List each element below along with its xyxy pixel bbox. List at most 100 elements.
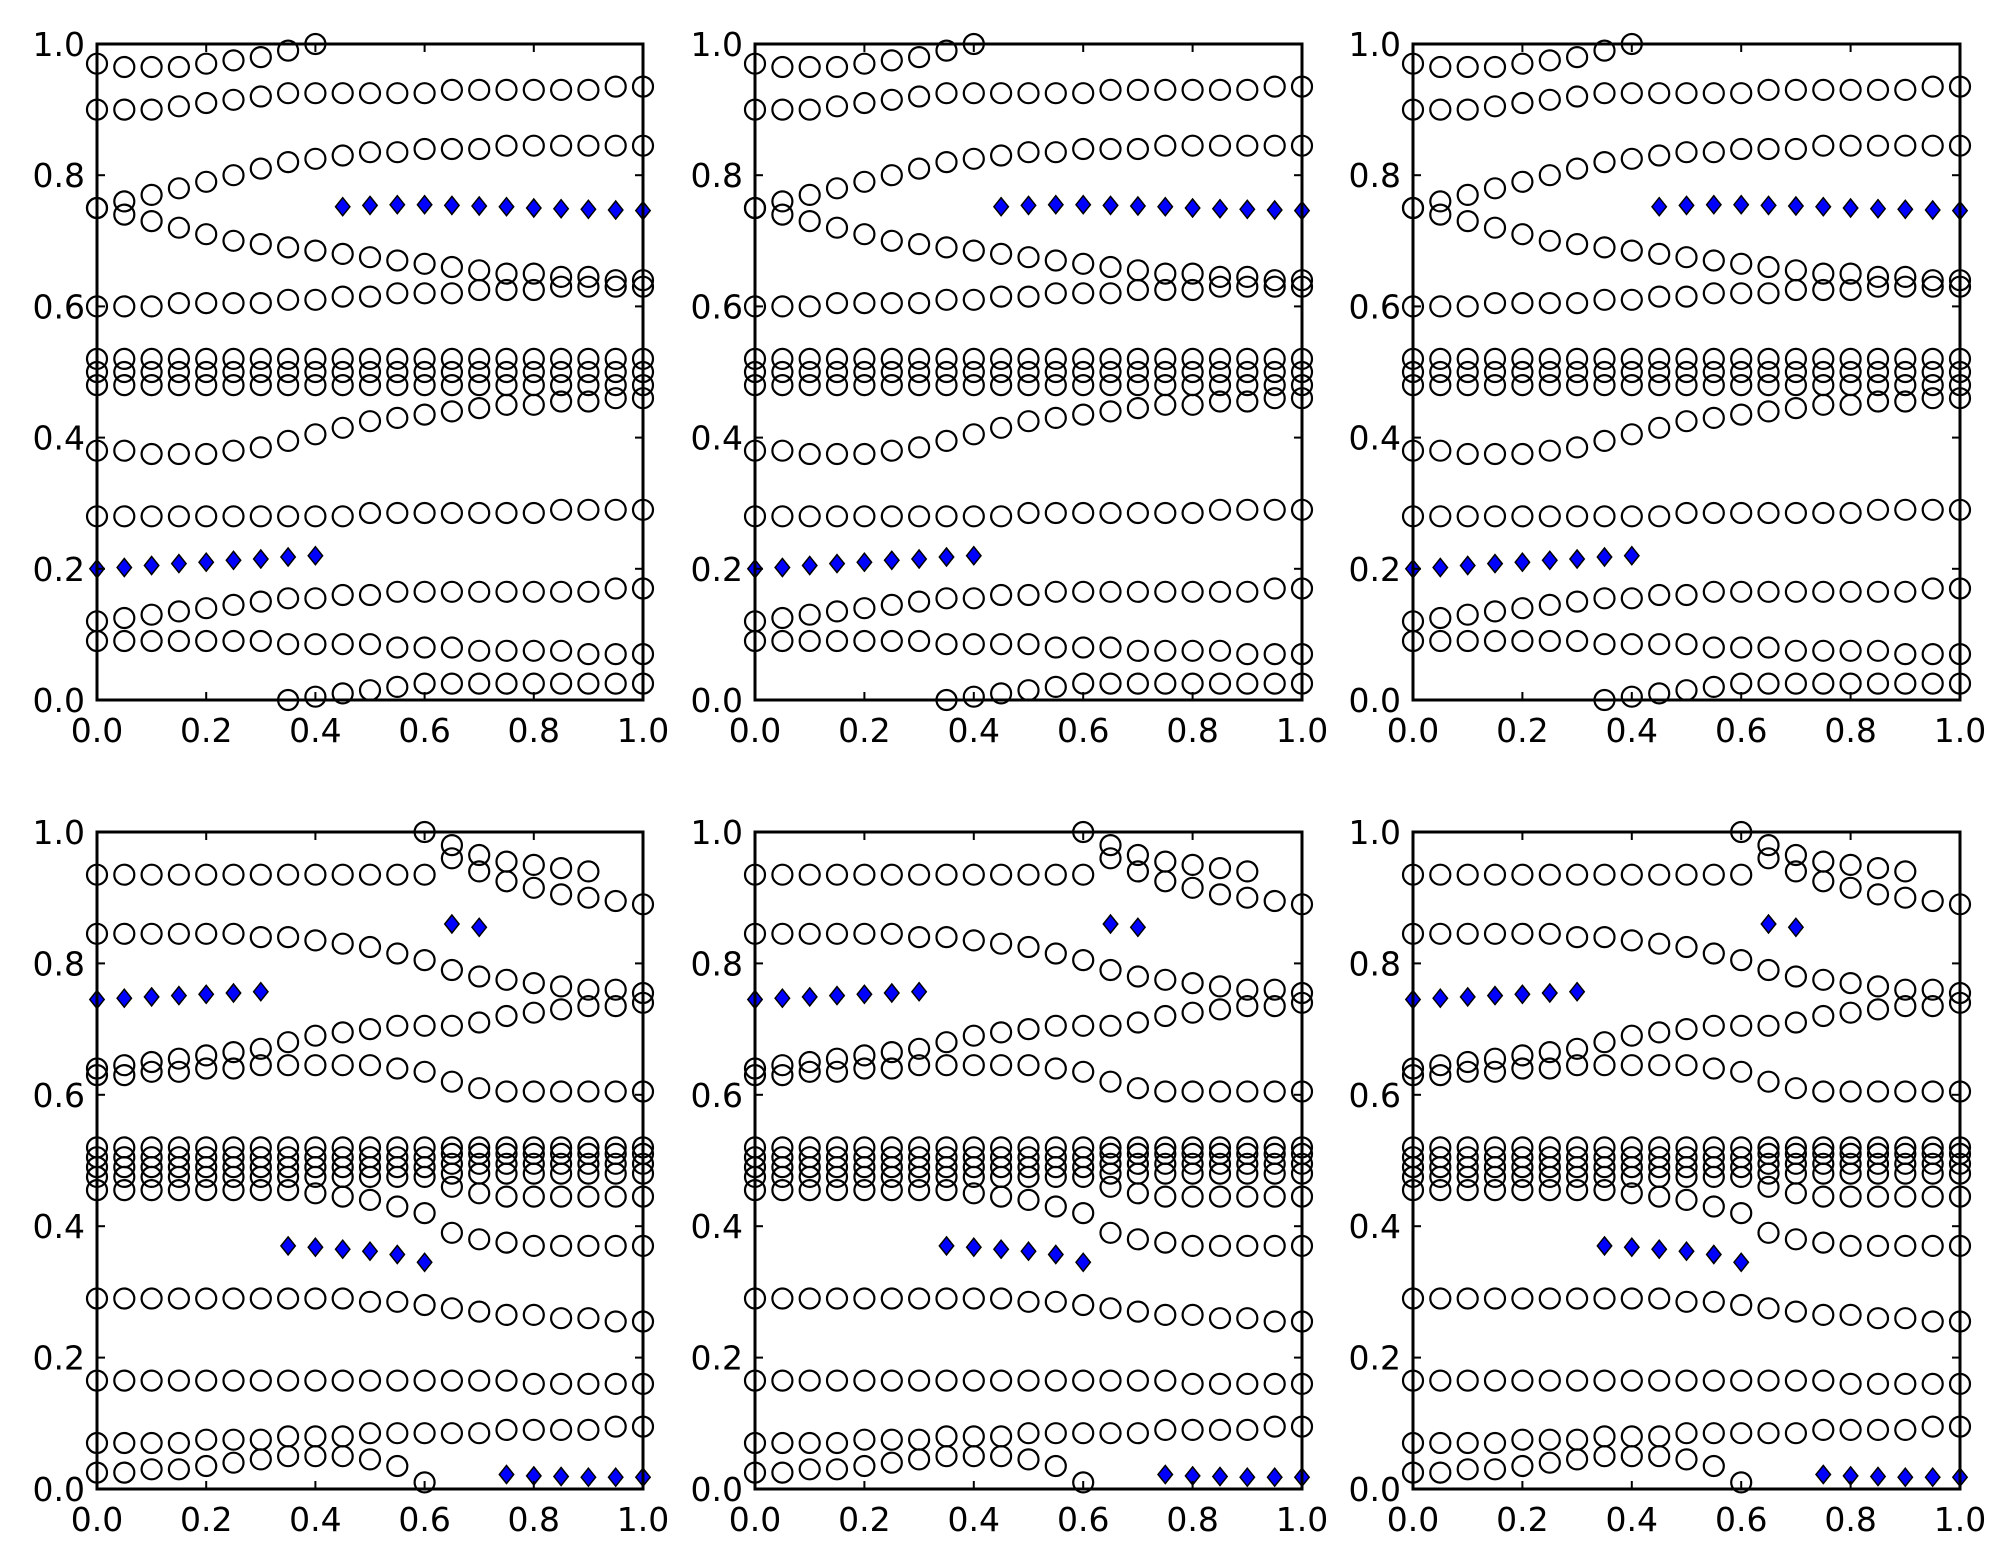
circle-point [962, 685, 985, 708]
circle-point [1894, 1307, 1917, 1330]
circle-point [1236, 390, 1259, 413]
circle-point [195, 1428, 218, 1451]
circle-point [222, 49, 245, 72]
circle-point [577, 1136, 600, 1159]
circle-point [1921, 360, 1944, 384]
diamond-point [1239, 199, 1256, 220]
circle-point [304, 633, 327, 656]
circle-point [1702, 347, 1725, 370]
circle-point [1620, 505, 1643, 528]
circle-point [358, 1155, 382, 1179]
diamond-point [116, 557, 133, 578]
circle-point [798, 505, 821, 528]
circle-point [331, 932, 354, 955]
y-tick-label: 0.4 [1349, 419, 1401, 458]
circle-point [853, 91, 876, 115]
circle-point [798, 1050, 821, 1074]
circle-point [522, 853, 545, 877]
diamond-point [856, 551, 873, 573]
circle-point [1044, 249, 1067, 272]
circle-point [440, 1369, 463, 1392]
circle-point [1236, 347, 1259, 370]
circle-point [522, 1162, 545, 1185]
circle-point [1126, 1011, 1150, 1034]
circle-point [907, 292, 931, 315]
circle-point [1839, 501, 1862, 525]
circle-point [358, 1422, 382, 1445]
circle-point [1072, 137, 1095, 161]
circle-point [1483, 374, 1507, 397]
circle-point [1812, 134, 1835, 157]
circle-point [989, 1445, 1013, 1468]
circle-point [1072, 1369, 1095, 1392]
circle-point [1565, 590, 1589, 613]
diamond-point [1211, 198, 1229, 219]
circle-point [1429, 98, 1452, 121]
circle-point [440, 1014, 463, 1037]
circle-point [167, 1287, 190, 1310]
circle-point [1620, 1165, 1643, 1189]
circle-point [1620, 929, 1643, 952]
circle-point [1072, 1422, 1095, 1445]
circle-point [549, 580, 573, 603]
circle-point [1154, 1418, 1177, 1442]
circle-point [1126, 639, 1150, 662]
circle-point [1263, 1162, 1286, 1185]
circle-point [1017, 141, 1040, 164]
circle-point [1099, 1297, 1122, 1320]
circle-point [249, 1054, 272, 1077]
circle-point [495, 639, 518, 662]
circle-point [331, 682, 354, 705]
circle-point [1538, 1178, 1561, 1202]
circle-point [935, 1178, 958, 1202]
circle-point [1099, 374, 1122, 397]
circle-point [853, 360, 876, 384]
circle-point [825, 600, 849, 623]
circle-point [798, 629, 821, 653]
circle-point [113, 922, 136, 945]
circle-point [167, 922, 190, 945]
circle-point [249, 1287, 272, 1310]
circle-point [222, 1165, 245, 1189]
circle-point [1236, 642, 1259, 666]
circle-point [113, 629, 136, 653]
circle-point [468, 580, 491, 603]
circle-point [1894, 860, 1917, 883]
circle-point [468, 1300, 491, 1323]
circle-point [331, 144, 354, 167]
circle-point [1620, 1182, 1643, 1205]
circle-point [413, 1155, 436, 1179]
x-tick-label: 0.0 [71, 1500, 123, 1539]
circle-point [1126, 374, 1150, 397]
circle-point [277, 429, 300, 452]
circle-point [1263, 1185, 1286, 1208]
circle-point [1236, 1185, 1259, 1208]
circle-point [440, 400, 463, 423]
circle-point [853, 223, 876, 246]
circle-point [468, 347, 491, 370]
circle-point [386, 1057, 409, 1080]
circle-point [1565, 45, 1589, 69]
circle-point [413, 1471, 436, 1494]
circle-point [1126, 1300, 1150, 1323]
circle-point [825, 347, 849, 370]
circle-point [1565, 360, 1589, 384]
circle-point [935, 1031, 958, 1054]
circle-point [304, 288, 327, 311]
circle-point [1702, 1014, 1725, 1037]
circle-point [1154, 968, 1177, 991]
diamond-point [1651, 1238, 1668, 1260]
marks-layer [85, 820, 655, 1494]
circle-point [1593, 505, 1616, 528]
circle-point [1565, 292, 1589, 315]
circle-point [907, 436, 931, 459]
circle-point [1866, 265, 1890, 288]
circle-point [1236, 498, 1259, 521]
circle-point [1017, 935, 1040, 959]
circle-point [962, 360, 985, 384]
diamond-point [1514, 984, 1531, 1005]
circle-point [167, 374, 190, 397]
diamond-point [225, 550, 242, 571]
circle-point [1565, 925, 1589, 949]
circle-point [798, 295, 821, 318]
